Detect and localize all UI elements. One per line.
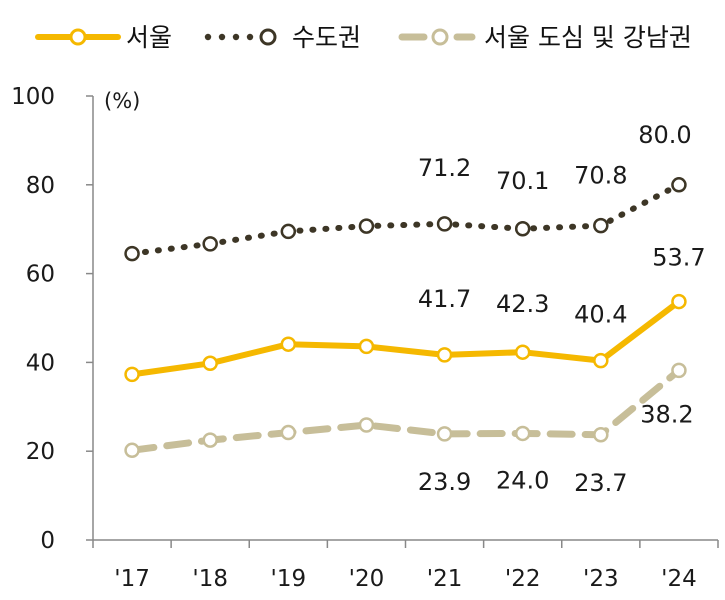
series-line bbox=[129, 298, 682, 378]
data-point bbox=[124, 442, 140, 459]
series-1 bbox=[124, 177, 687, 262]
series-line bbox=[129, 181, 682, 257]
x-tick-label: '23 bbox=[583, 566, 619, 592]
y-tick-label: 80 bbox=[26, 173, 55, 199]
data-point bbox=[202, 236, 218, 252]
data-point bbox=[280, 223, 297, 240]
data-label: 70.8 bbox=[574, 162, 627, 190]
data-point bbox=[671, 293, 687, 310]
legend-marker bbox=[431, 28, 449, 46]
data-label: 24.0 bbox=[496, 466, 549, 494]
x-tick-label: '24 bbox=[661, 566, 697, 592]
series-line bbox=[128, 366, 683, 454]
data-label: 23.9 bbox=[418, 468, 471, 496]
data-point bbox=[124, 366, 140, 383]
data-label: 23.7 bbox=[574, 469, 627, 497]
legend-label: 서울 도심 및 강남권 bbox=[484, 23, 692, 52]
legend-dot bbox=[218, 33, 226, 41]
data-point bbox=[280, 424, 297, 441]
data-point bbox=[514, 221, 531, 237]
legend-dot bbox=[232, 33, 240, 41]
data-point bbox=[358, 338, 375, 355]
data-point bbox=[593, 352, 609, 369]
y-tick-label: 20 bbox=[26, 439, 55, 465]
data-point bbox=[358, 417, 375, 433]
data-label: 38.2 bbox=[640, 400, 693, 428]
legend-marker bbox=[69, 28, 87, 46]
legend: 서울 수도권 서울 도심 및 강남권 bbox=[35, 23, 692, 52]
data-point bbox=[436, 216, 453, 232]
y-tick-label: 40 bbox=[26, 350, 55, 376]
data-point bbox=[514, 425, 531, 442]
axes: 0 20 40 60 80 100 '17 '18 '19 '20 '21 '22 '23 '24 bbox=[11, 84, 719, 592]
data-point bbox=[358, 218, 375, 234]
legend-dot bbox=[204, 33, 212, 41]
legend-item-1: 수도권 bbox=[204, 23, 361, 52]
data-point bbox=[671, 362, 687, 379]
legend-item-2: 서울 도심 및 강남권 bbox=[398, 23, 692, 52]
data-label: 42.3 bbox=[496, 290, 549, 318]
data-label: 41.7 bbox=[418, 285, 471, 313]
x-tick-label: '18 bbox=[192, 566, 228, 592]
x-tick-label: '19 bbox=[271, 566, 307, 592]
y-tick-label: 0 bbox=[40, 528, 55, 554]
data-point bbox=[593, 427, 609, 443]
data-point bbox=[593, 217, 609, 234]
x-tick-label: '20 bbox=[349, 566, 385, 592]
data-point bbox=[671, 177, 687, 193]
data-label: 71.2 bbox=[418, 154, 471, 182]
data-labels: 41.7 42.3 40.4 53.7 71.2 70.1 70.8 80.0 23.9 24.0… bbox=[418, 121, 706, 497]
series-2 bbox=[124, 362, 687, 459]
data-label: 53.7 bbox=[652, 244, 705, 272]
data-point bbox=[202, 355, 218, 372]
data-point bbox=[124, 245, 140, 262]
legend-marker bbox=[259, 28, 277, 46]
data-label: 80.0 bbox=[638, 121, 691, 149]
legend-dot bbox=[246, 33, 254, 41]
series-group bbox=[124, 177, 687, 459]
x-tick-label: '21 bbox=[427, 566, 463, 592]
data-label: 70.1 bbox=[496, 167, 549, 195]
unit-label: (%) bbox=[104, 89, 140, 113]
legend-item-0: 서울 bbox=[35, 23, 172, 52]
x-tick-label: '17 bbox=[114, 566, 150, 592]
y-tick-label: 60 bbox=[26, 262, 55, 288]
data-point bbox=[514, 344, 531, 360]
y-tick-label: 100 bbox=[11, 84, 55, 110]
x-tick-label: '22 bbox=[505, 566, 541, 592]
data-label: 40.4 bbox=[574, 301, 627, 329]
data-point bbox=[436, 347, 453, 363]
series-0 bbox=[124, 293, 687, 383]
data-point bbox=[280, 336, 297, 352]
legend-label: 서울 bbox=[126, 23, 172, 52]
legend-label: 수도권 bbox=[292, 23, 361, 52]
data-point bbox=[436, 426, 453, 442]
data-point bbox=[202, 432, 218, 448]
